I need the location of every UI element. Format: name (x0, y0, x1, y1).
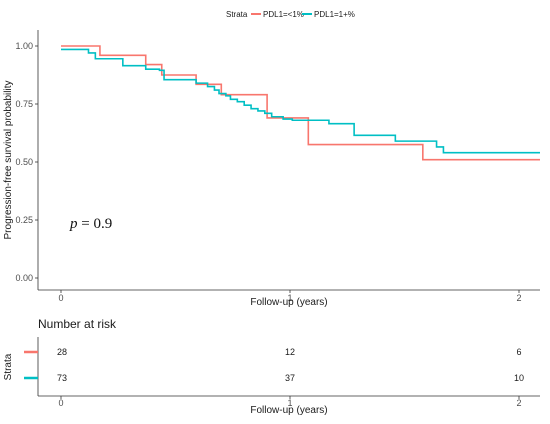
survival-curve-series-1 (61, 48, 540, 154)
risk-count: 10 (514, 373, 524, 383)
legend: Strata PDL1=<1% PDL1=1+% (226, 10, 355, 19)
y-tick-label: 0.75 (15, 99, 33, 109)
x-axis-title: Follow-up (years) (250, 297, 327, 308)
risk-x-tick-label: 1 (287, 398, 292, 408)
y-axis-title: Progression-free survival probability (3, 81, 14, 240)
survival-curves (61, 45, 540, 161)
p-value-annotation: p = 0.9 (69, 216, 112, 232)
risk-x-tick-label: 2 (516, 398, 521, 408)
risk-count: 6 (516, 347, 521, 357)
y-tick-label: 0.50 (15, 157, 33, 167)
y-tick-label: 1.00 (15, 41, 33, 51)
risk-count: 37 (285, 373, 295, 383)
y-tick-label: 0.25 (15, 215, 33, 225)
survival-curve-series-0 (61, 45, 540, 161)
risk-table-strata-label: Strata (3, 353, 14, 380)
risk-x-tick-label: 0 (58, 398, 63, 408)
risk-count: 12 (285, 347, 295, 357)
risk-x-ticks: 0 1 2 (58, 396, 522, 408)
risk-count: 28 (57, 347, 67, 357)
x-tick-label: 2 (516, 293, 521, 303)
x-tick-label: 1 (287, 293, 292, 303)
risk-table-title: Number at risk (38, 317, 117, 331)
legend-label-pdl1-ge1: PDL1=1+% (314, 10, 355, 19)
risk-count: 73 (57, 373, 67, 383)
legend-label-pdl1-lt1: PDL1=<1% (263, 10, 304, 19)
risk-rows: 28 12 6 73 37 10 (24, 347, 524, 383)
risk-x-axis-title: Follow-up (years) (250, 405, 327, 416)
x-ticks: 0 1 2 (58, 290, 522, 303)
survival-panel: 0.00 0.25 0.50 0.75 1.00 0 1 2 Progression-fre… (3, 30, 540, 308)
x-tick-label: 0 (58, 293, 63, 303)
legend-title: Strata (226, 10, 248, 19)
y-ticks: 0.00 0.25 0.50 0.75 1.00 (15, 41, 38, 283)
y-tick-label: 0.00 (15, 273, 33, 283)
